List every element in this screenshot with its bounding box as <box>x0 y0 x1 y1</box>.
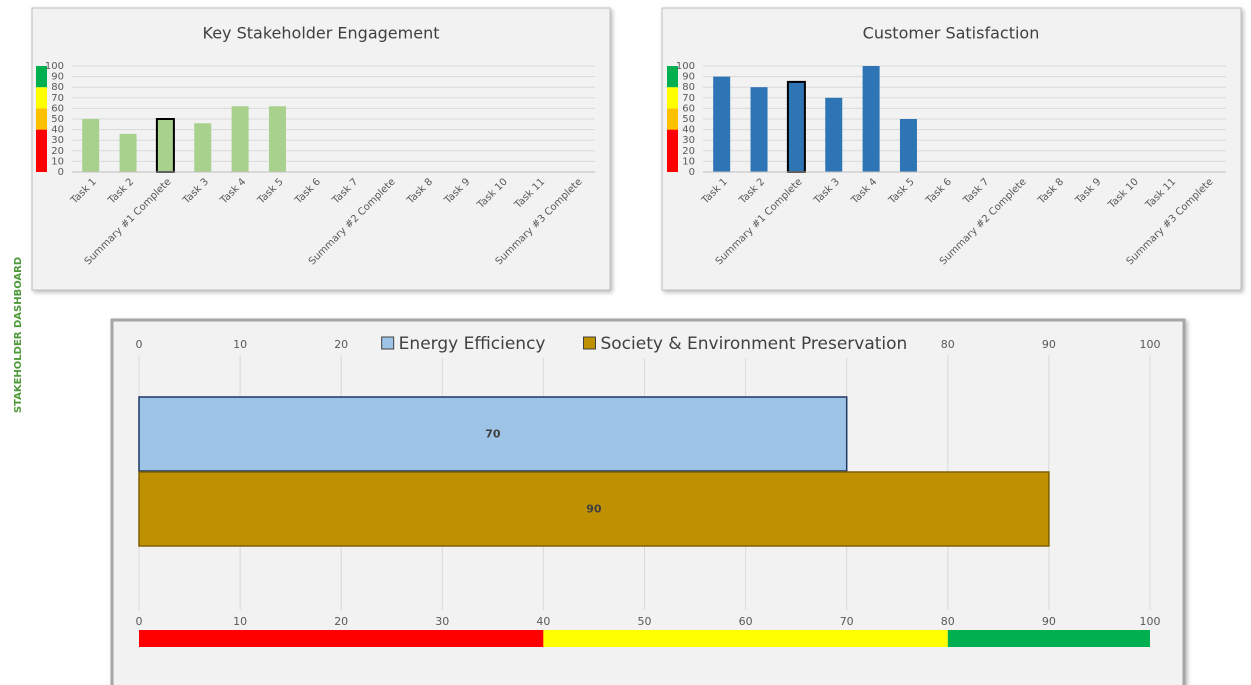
legend-marker <box>582 336 596 350</box>
bar <box>750 87 768 172</box>
y-tick-label: 20 <box>682 146 695 157</box>
x-tick-label: 30 <box>435 615 449 628</box>
y-tick-label: 50 <box>682 114 695 125</box>
threshold-band <box>667 87 678 109</box>
y-tick-label: 90 <box>682 72 695 83</box>
y-tick-label: 100 <box>45 61 64 72</box>
bar <box>786 80 806 173</box>
bar <box>825 97 843 172</box>
bar <box>138 471 1050 547</box>
x-tick-label: 90 <box>1042 615 1056 628</box>
bar <box>138 396 848 472</box>
threshold-band <box>543 630 948 647</box>
threshold-band <box>667 108 678 130</box>
bar <box>899 119 917 172</box>
chart-title: Customer Satisfaction <box>863 24 1040 43</box>
x-tick-label: 80 <box>941 338 955 351</box>
y-tick-label: 30 <box>682 135 695 146</box>
data-label: 70 <box>485 428 501 441</box>
y-tick-label: 10 <box>51 156 64 167</box>
bar <box>82 119 100 172</box>
y-tick-label: 0 <box>58 167 64 178</box>
x-tick-label: 10 <box>233 615 247 628</box>
bar <box>155 118 175 173</box>
threshold-band <box>667 66 678 88</box>
legend-label: Society & Environment Preservation <box>600 334 907 354</box>
y-tick-label: 10 <box>682 156 695 167</box>
legend-marker <box>381 336 395 350</box>
threshold-band <box>947 630 1150 647</box>
y-tick-label: 50 <box>51 114 64 125</box>
x-tick-label: 10 <box>233 338 247 351</box>
y-tick-label: 100 <box>676 61 695 72</box>
x-tick-label: 20 <box>334 615 348 628</box>
x-tick-label: 80 <box>941 615 955 628</box>
bar <box>194 123 212 172</box>
y-tick-label: 40 <box>682 125 695 136</box>
x-tick-label: 60 <box>739 615 753 628</box>
threshold-band <box>36 87 47 109</box>
y-tick-label: 70 <box>682 93 695 104</box>
x-tick-label: 0 <box>136 615 143 628</box>
y-tick-label: 70 <box>51 93 64 104</box>
y-tick-label: 60 <box>51 103 64 114</box>
x-tick-label: 100 <box>1140 615 1161 628</box>
legend-label: Energy Efficiency <box>399 334 546 354</box>
x-tick-label: 70 <box>840 615 854 628</box>
bar <box>268 106 286 172</box>
y-tick-label: 20 <box>51 146 64 157</box>
data-label: 90 <box>586 503 602 516</box>
bar <box>713 76 731 172</box>
x-tick-label: 40 <box>536 615 550 628</box>
y-tick-label: 80 <box>51 82 64 93</box>
threshold-band <box>36 108 47 130</box>
threshold-band <box>36 66 47 88</box>
threshold-band <box>139 630 544 647</box>
bar <box>862 66 880 172</box>
threshold-band <box>36 129 47 172</box>
x-tick-label: 90 <box>1042 338 1056 351</box>
x-tick-label: 20 <box>334 338 348 351</box>
legend <box>375 330 914 358</box>
x-tick-label: 100 <box>1140 338 1161 351</box>
bar <box>119 133 137 172</box>
y-tick-label: 60 <box>682 103 695 114</box>
y-tick-label: 30 <box>51 135 64 146</box>
bar <box>231 106 249 172</box>
y-tick-label: 0 <box>689 167 695 178</box>
y-tick-label: 90 <box>51 72 64 83</box>
x-tick-label: 50 <box>638 615 652 628</box>
x-tick-label: 0 <box>136 338 143 351</box>
y-tick-label: 40 <box>51 125 64 136</box>
chart-title: Key Stakeholder Engagement <box>203 24 440 43</box>
y-tick-label: 80 <box>682 82 695 93</box>
threshold-band <box>667 129 678 172</box>
sidebar-label: STAKEHOLDER DASHBOARD <box>13 257 24 413</box>
